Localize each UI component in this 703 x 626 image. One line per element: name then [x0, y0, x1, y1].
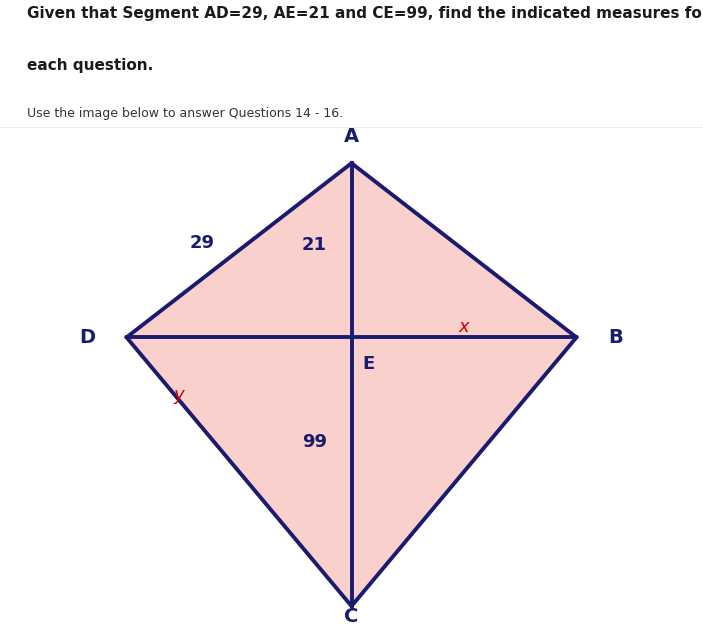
Polygon shape [127, 163, 576, 606]
Text: y: y [174, 386, 185, 404]
Text: 99: 99 [302, 433, 327, 451]
Text: C: C [344, 607, 359, 626]
Text: B: B [608, 328, 623, 347]
Text: x: x [458, 319, 470, 336]
Text: Given that Segment AD=29, AE=21 and CE=99, find the indicated measures for: Given that Segment AD=29, AE=21 and CE=9… [27, 6, 703, 21]
Text: D: D [79, 328, 95, 347]
Text: each question.: each question. [27, 58, 153, 73]
Text: 29: 29 [189, 233, 214, 252]
Text: Use the image below to answer Questions 14 - 16.: Use the image below to answer Questions … [27, 106, 343, 120]
Text: 21: 21 [302, 236, 327, 254]
Text: E: E [362, 355, 374, 372]
Text: A: A [344, 126, 359, 146]
